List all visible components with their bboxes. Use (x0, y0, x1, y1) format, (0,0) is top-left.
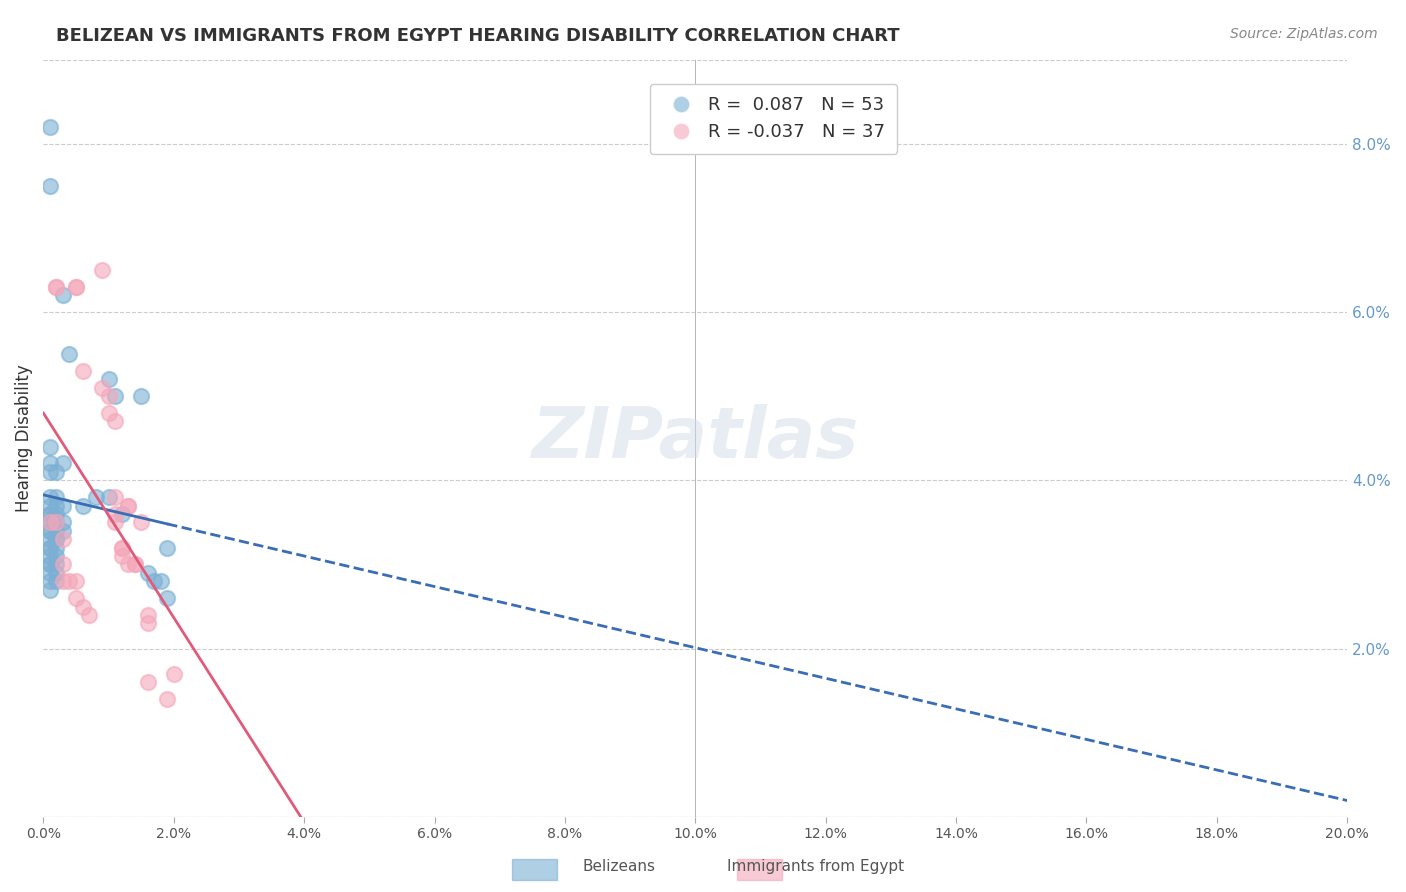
Point (104, 507, 127, 521)
Point (39, 533, 62, 547)
Text: Belizeans: Belizeans (582, 859, 655, 874)
Point (97, 372, 120, 386)
Point (52, 533, 75, 547)
Point (39, 558, 62, 572)
Point (156, 541, 179, 555)
Text: Immigrants from Egypt: Immigrants from Egypt (727, 859, 904, 874)
Point (45, 490, 67, 504)
Point (45, 516, 67, 530)
Point (65, 280, 87, 294)
FancyBboxPatch shape (737, 859, 782, 880)
Point (58, 347, 80, 361)
Point (39, 120, 62, 134)
Point (45, 541, 67, 555)
Point (129, 516, 152, 530)
Point (52, 499, 75, 513)
Point (39, 574, 62, 589)
Point (39, 440, 62, 454)
Point (111, 507, 134, 521)
Point (52, 524, 75, 538)
Point (84, 490, 107, 504)
Point (39, 457, 62, 471)
Point (136, 675, 159, 690)
Legend: R =  0.087   N = 53, R = -0.037   N = 37: R = 0.087 N = 53, R = -0.037 N = 37 (650, 84, 897, 154)
Text: BELIZEAN VS IMMIGRANTS FROM EGYPT HEARING DISABILITY CORRELATION CHART: BELIZEAN VS IMMIGRANTS FROM EGYPT HEARIN… (56, 27, 900, 45)
Point (52, 516, 75, 530)
Point (39, 178, 62, 193)
Point (45, 566, 67, 580)
Point (45, 558, 67, 572)
Point (77, 607, 100, 622)
Point (45, 465, 67, 479)
Point (149, 574, 172, 589)
Point (124, 558, 146, 572)
Point (39, 507, 62, 521)
Point (104, 490, 127, 504)
Point (65, 280, 87, 294)
Point (91, 381, 114, 395)
Point (39, 524, 62, 538)
Point (45, 549, 67, 563)
Point (163, 666, 186, 681)
Point (52, 288, 75, 302)
Point (45, 507, 67, 521)
Point (124, 558, 146, 572)
Point (72, 599, 94, 614)
Point (97, 490, 120, 504)
Point (136, 566, 159, 580)
Point (39, 524, 62, 538)
Point (156, 591, 179, 606)
Point (117, 499, 139, 513)
Point (117, 558, 139, 572)
Point (45, 280, 67, 294)
Point (136, 616, 159, 631)
Point (72, 499, 94, 513)
Point (111, 541, 134, 555)
Point (45, 280, 67, 294)
Point (97, 389, 120, 403)
Point (111, 549, 134, 563)
Point (39, 499, 62, 513)
Point (72, 364, 94, 378)
FancyBboxPatch shape (512, 859, 557, 880)
Point (45, 499, 67, 513)
Point (117, 499, 139, 513)
Point (39, 541, 62, 555)
Y-axis label: Hearing Disability: Hearing Disability (15, 364, 32, 512)
Point (39, 490, 62, 504)
Point (58, 574, 80, 589)
Point (143, 574, 166, 589)
Point (52, 574, 75, 589)
Point (97, 406, 120, 420)
Point (104, 414, 127, 428)
Point (39, 516, 62, 530)
Point (39, 549, 62, 563)
Point (45, 524, 67, 538)
Point (52, 558, 75, 572)
Point (129, 389, 152, 403)
Point (104, 516, 127, 530)
Point (104, 389, 127, 403)
Point (39, 516, 62, 530)
Point (45, 533, 67, 547)
Text: Source: ZipAtlas.com: Source: ZipAtlas.com (1230, 27, 1378, 41)
Point (39, 465, 62, 479)
Point (65, 591, 87, 606)
Point (52, 457, 75, 471)
Point (45, 574, 67, 589)
Point (65, 574, 87, 589)
Point (39, 558, 62, 572)
Point (45, 533, 67, 547)
Point (91, 263, 114, 277)
Point (136, 607, 159, 622)
Point (39, 507, 62, 521)
Point (111, 541, 134, 555)
Text: ZIPatlas: ZIPatlas (531, 404, 859, 473)
Point (45, 516, 67, 530)
Point (39, 566, 62, 580)
Point (39, 582, 62, 597)
Point (39, 516, 62, 530)
Point (39, 541, 62, 555)
Point (156, 692, 179, 706)
